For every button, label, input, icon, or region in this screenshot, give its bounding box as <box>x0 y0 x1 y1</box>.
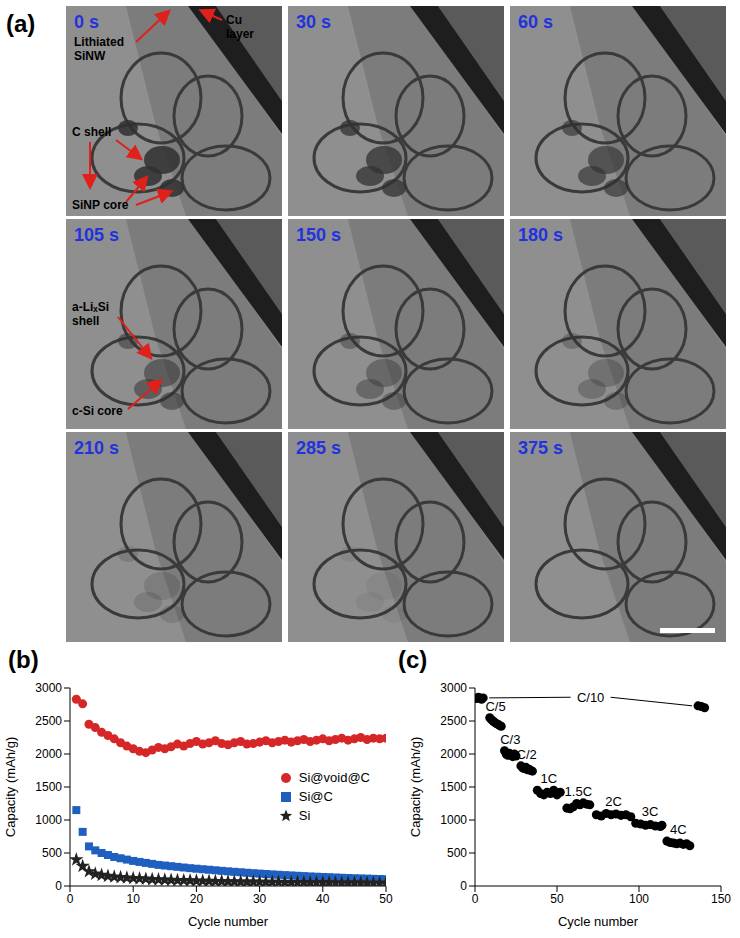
svg-text:C/2: C/2 <box>517 747 537 762</box>
svg-text:3000: 3000 <box>35 681 62 695</box>
html-text:Si@void@C: Si@void@C <box>298 770 370 785</box>
svg-text:C shell: C shell <box>72 125 111 139</box>
svg-text:180 s: 180 s <box>518 225 563 245</box>
svg-text:150 s: 150 s <box>296 225 341 245</box>
svg-text:2000: 2000 <box>440 747 467 761</box>
svg-text:105 s: 105 s <box>74 225 119 245</box>
svg-text:1C: 1C <box>540 771 557 786</box>
svg-text:10: 10 <box>127 892 141 906</box>
svg-text:SiNP core: SiNP core <box>72 198 129 212</box>
svg-text:50: 50 <box>550 892 564 906</box>
svg-text:2500: 2500 <box>440 714 467 728</box>
svg-text:50: 50 <box>379 892 393 906</box>
svg-text:500: 500 <box>42 846 62 860</box>
svg-text:1500: 1500 <box>35 780 62 794</box>
html-text:Si@C: Si@C <box>298 789 333 804</box>
svg-text:40: 40 <box>316 892 330 906</box>
svg-text:500: 500 <box>447 846 467 860</box>
svg-text:30 s: 30 s <box>296 12 331 32</box>
svg-text:0: 0 <box>67 892 74 906</box>
svg-text:3C: 3C <box>642 804 659 819</box>
svg-text:2500: 2500 <box>35 714 62 728</box>
svg-text:1.5C: 1.5C <box>565 784 592 799</box>
svg-text:0: 0 <box>460 879 467 893</box>
svg-text:0: 0 <box>55 879 62 893</box>
svg-text:2C: 2C <box>605 794 622 809</box>
svg-text:20: 20 <box>190 892 204 906</box>
svg-text:150: 150 <box>711 892 731 906</box>
svg-text:1000: 1000 <box>35 813 62 827</box>
svg-text:Cycle number: Cycle number <box>558 914 639 929</box>
svg-text:C/3: C/3 <box>500 732 520 747</box>
svg-text:Capacity (mAh/g): Capacity (mAh/g) <box>408 737 423 837</box>
svg-text:Cycle number: Cycle number <box>188 914 269 929</box>
svg-text:C/10: C/10 <box>577 690 604 705</box>
svg-text:4C: 4C <box>670 822 687 837</box>
svg-text:3000: 3000 <box>440 681 467 695</box>
svg-text:C/5: C/5 <box>485 699 505 714</box>
svg-text:30: 30 <box>253 892 267 906</box>
svg-text:1500: 1500 <box>440 780 467 794</box>
html-text:Si: Si <box>298 808 311 823</box>
svg-text:1000: 1000 <box>440 813 467 827</box>
svg-text:a-LiₓSishell: a-LiₓSishell <box>72 300 109 328</box>
svg-text:Culayer: Culayer <box>226 13 254 41</box>
svg-text:Capacity (mAh/g): Capacity (mAh/g) <box>3 737 18 837</box>
svg-text:LithiatedSiNW: LithiatedSiNW <box>74 35 124 63</box>
svg-text:0 s: 0 s <box>74 12 99 32</box>
svg-text:210 s: 210 s <box>74 438 119 458</box>
svg-text:2000: 2000 <box>35 747 62 761</box>
svg-text:100: 100 <box>629 892 649 906</box>
svg-text:60 s: 60 s <box>518 12 553 32</box>
svg-text:285 s: 285 s <box>296 438 341 458</box>
svg-text:c-Si core: c-Si core <box>72 404 123 418</box>
html-text:(a): (a) <box>6 10 36 37</box>
svg-text:375 s: 375 s <box>518 438 563 458</box>
svg-text:0: 0 <box>472 892 479 906</box>
html-text:(b): (b) <box>8 646 39 673</box>
html-text:(c): (c) <box>398 646 428 673</box>
